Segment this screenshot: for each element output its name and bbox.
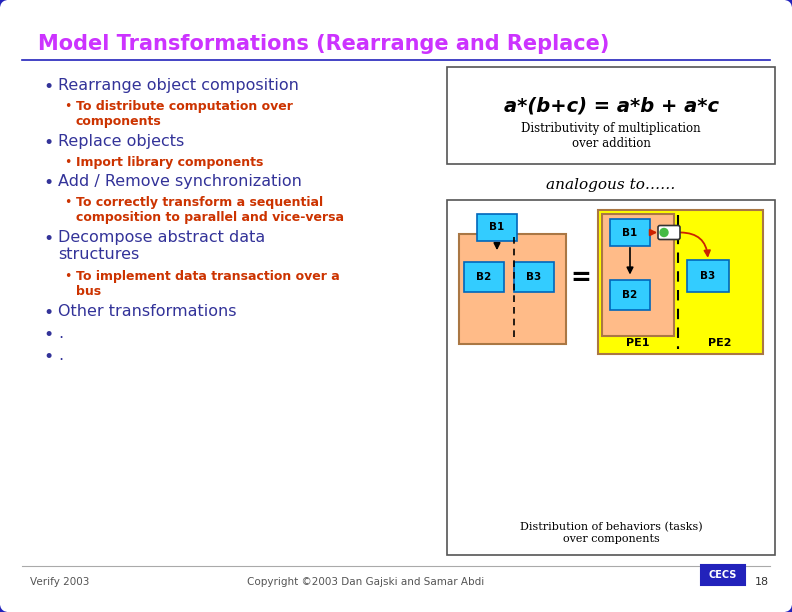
- Text: •: •: [64, 100, 72, 113]
- Text: •: •: [43, 326, 53, 344]
- Text: B2: B2: [476, 272, 492, 282]
- Text: =: =: [570, 266, 592, 290]
- Text: Import library components: Import library components: [76, 156, 264, 169]
- Text: B1: B1: [623, 228, 638, 237]
- FancyBboxPatch shape: [687, 259, 729, 292]
- Text: PE2: PE2: [708, 338, 732, 348]
- Text: analogous to……: analogous to……: [546, 178, 676, 192]
- Text: CECS: CECS: [709, 570, 737, 580]
- FancyBboxPatch shape: [447, 67, 775, 164]
- Text: Model Transformations (Rearrange and Replace): Model Transformations (Rearrange and Rep…: [38, 34, 609, 54]
- Text: Copyright ©2003 Dan Gajski and Samar Abdi: Copyright ©2003 Dan Gajski and Samar Abd…: [247, 577, 485, 587]
- Text: a*(b+c) = a*b + a*c: a*(b+c) = a*b + a*c: [504, 97, 718, 116]
- Text: 18: 18: [755, 577, 769, 587]
- Text: •: •: [43, 78, 53, 96]
- Text: B1: B1: [489, 223, 505, 233]
- Text: B3: B3: [700, 271, 716, 281]
- FancyBboxPatch shape: [602, 214, 674, 336]
- FancyBboxPatch shape: [459, 234, 566, 344]
- Text: Add / Remove synchronization: Add / Remove synchronization: [58, 174, 302, 189]
- FancyBboxPatch shape: [598, 210, 763, 354]
- Text: •: •: [43, 134, 53, 152]
- FancyBboxPatch shape: [447, 200, 775, 555]
- FancyBboxPatch shape: [658, 225, 680, 239]
- Text: Decompose abstract data
structures: Decompose abstract data structures: [58, 230, 265, 263]
- Text: Distributivity of multiplication
over addition: Distributivity of multiplication over ad…: [521, 122, 701, 150]
- FancyBboxPatch shape: [477, 214, 517, 241]
- Text: •: •: [64, 270, 72, 283]
- Text: •: •: [64, 156, 72, 169]
- Text: •: •: [43, 230, 53, 248]
- Text: Other transformations: Other transformations: [58, 304, 237, 319]
- Text: Replace objects: Replace objects: [58, 134, 185, 149]
- Text: •: •: [64, 196, 72, 209]
- Text: Distribution of behaviors (tasks)
over components: Distribution of behaviors (tasks) over c…: [520, 522, 703, 544]
- Text: To distribute computation over
components: To distribute computation over component…: [76, 100, 293, 128]
- Text: Verify 2003: Verify 2003: [30, 577, 89, 587]
- FancyBboxPatch shape: [610, 280, 650, 310]
- FancyBboxPatch shape: [701, 565, 745, 585]
- Circle shape: [660, 228, 668, 236]
- Text: .: .: [58, 348, 63, 363]
- Text: B2: B2: [623, 291, 638, 300]
- Text: To correctly transform a sequential
composition to parallel and vice-versa: To correctly transform a sequential comp…: [76, 196, 344, 224]
- FancyBboxPatch shape: [610, 219, 650, 246]
- Text: To implement data transaction over a
bus: To implement data transaction over a bus: [76, 270, 340, 298]
- Text: .: .: [58, 326, 63, 341]
- FancyBboxPatch shape: [514, 262, 554, 292]
- Text: PE1: PE1: [626, 338, 649, 348]
- Text: •: •: [43, 348, 53, 366]
- FancyBboxPatch shape: [464, 262, 504, 292]
- Text: •: •: [43, 174, 53, 192]
- Text: •: •: [43, 304, 53, 322]
- Text: B3: B3: [527, 272, 542, 282]
- Text: Rearrange object composition: Rearrange object composition: [58, 78, 299, 93]
